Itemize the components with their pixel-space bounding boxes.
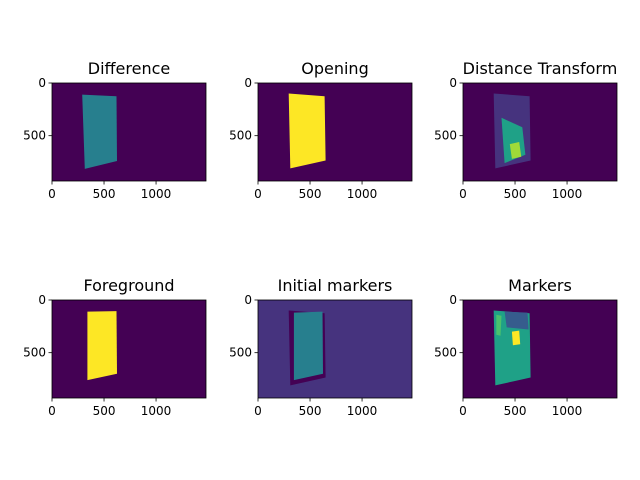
x-tick-label: 0 xyxy=(48,187,56,201)
y-tick-label: 500 xyxy=(229,129,252,143)
y-tick-label: 0 xyxy=(244,76,252,90)
image-background xyxy=(258,300,412,398)
axes-frame xyxy=(51,299,207,399)
subplot-title: Distance Transform xyxy=(463,59,618,78)
image-background xyxy=(52,300,206,398)
y-tick-label: 0 xyxy=(449,293,457,307)
x-tick-label: 0 xyxy=(254,187,262,201)
subplot-title: Difference xyxy=(88,59,170,78)
x-tick-label: 1000 xyxy=(347,187,378,201)
subplot-title: Opening xyxy=(301,59,368,78)
axes-frame xyxy=(462,299,618,399)
image-background xyxy=(52,83,206,181)
x-tick-label: 0 xyxy=(48,404,56,418)
image-region-3 xyxy=(509,142,522,159)
subplot-3: Distance Transform 0 500 1000 0 500 xyxy=(434,59,618,201)
subplot-title: Foreground xyxy=(83,276,174,295)
image-region-1 xyxy=(493,310,531,386)
x-tick-label: 0 xyxy=(459,404,467,418)
axes-frame xyxy=(51,82,207,182)
y-tick-label: 0 xyxy=(38,76,46,90)
y-tick-label: 500 xyxy=(434,346,457,360)
subplot-5: Initial markers 0 500 1000 0 500 xyxy=(229,276,413,418)
subplot-4: Foreground 0 500 1000 0 500 xyxy=(23,276,207,418)
y-tick-label: 500 xyxy=(434,129,457,143)
y-tick-label: 0 xyxy=(38,293,46,307)
x-tick-label: 1000 xyxy=(347,404,378,418)
x-tick-label: 1000 xyxy=(141,187,172,201)
subplot-title: Initial markers xyxy=(278,276,393,295)
image-region-1 xyxy=(82,94,117,169)
subplot-1: Difference 0 500 1000 0 500 xyxy=(23,59,207,201)
x-tick-label: 1000 xyxy=(141,404,172,418)
y-tick-label: 0 xyxy=(449,76,457,90)
y-tick-label: 500 xyxy=(23,129,46,143)
image-background xyxy=(463,83,617,181)
image-region-1 xyxy=(87,311,117,381)
x-tick-label: 0 xyxy=(459,187,467,201)
image-region-2 xyxy=(504,311,529,330)
x-tick-label: 500 xyxy=(299,187,322,201)
x-tick-label: 1000 xyxy=(552,187,583,201)
image-region-4 xyxy=(496,314,502,336)
y-tick-label: 0 xyxy=(244,293,252,307)
x-tick-label: 500 xyxy=(504,404,527,418)
axes-frame xyxy=(257,299,413,399)
image-region-3 xyxy=(511,330,521,346)
image-region-2 xyxy=(293,311,323,381)
x-tick-label: 500 xyxy=(93,187,116,201)
image-background xyxy=(258,83,412,181)
x-tick-label: 500 xyxy=(93,404,116,418)
x-tick-label: 500 xyxy=(504,187,527,201)
image-region-1 xyxy=(288,93,326,169)
x-tick-label: 500 xyxy=(299,404,322,418)
subplot-2: Opening 0 500 1000 0 500 xyxy=(229,59,413,201)
y-tick-label: 500 xyxy=(229,346,252,360)
axes-frame xyxy=(257,82,413,182)
subplot-title: Markers xyxy=(508,276,572,295)
image-background xyxy=(463,300,617,398)
y-tick-label: 500 xyxy=(23,346,46,360)
x-tick-label: 0 xyxy=(254,404,262,418)
axes-frame xyxy=(462,82,618,182)
x-tick-label: 1000 xyxy=(552,404,583,418)
subplot-6: Markers 0 500 1000 0 500 xyxy=(434,276,618,418)
